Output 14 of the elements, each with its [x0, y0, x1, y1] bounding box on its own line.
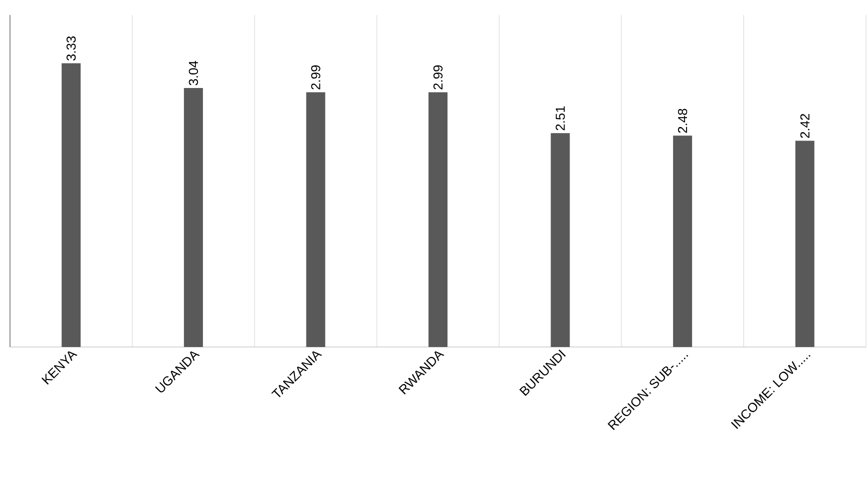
- data-label: 3.33: [66, 36, 76, 61]
- data-label: 3.04: [188, 60, 198, 86]
- bar: [306, 92, 326, 347]
- data-label: 2.42: [800, 114, 810, 138]
- bar: [550, 133, 570, 347]
- data-label: 2.99: [433, 65, 443, 90]
- data-label: 2.99: [311, 65, 320, 90]
- data-label: 2.48: [678, 108, 688, 133]
- bar: [184, 88, 203, 347]
- bar: [673, 136, 692, 347]
- bar: [428, 92, 448, 347]
- bar: [795, 140, 814, 347]
- data-label: 2.51: [556, 106, 565, 130]
- bar: [62, 63, 81, 347]
